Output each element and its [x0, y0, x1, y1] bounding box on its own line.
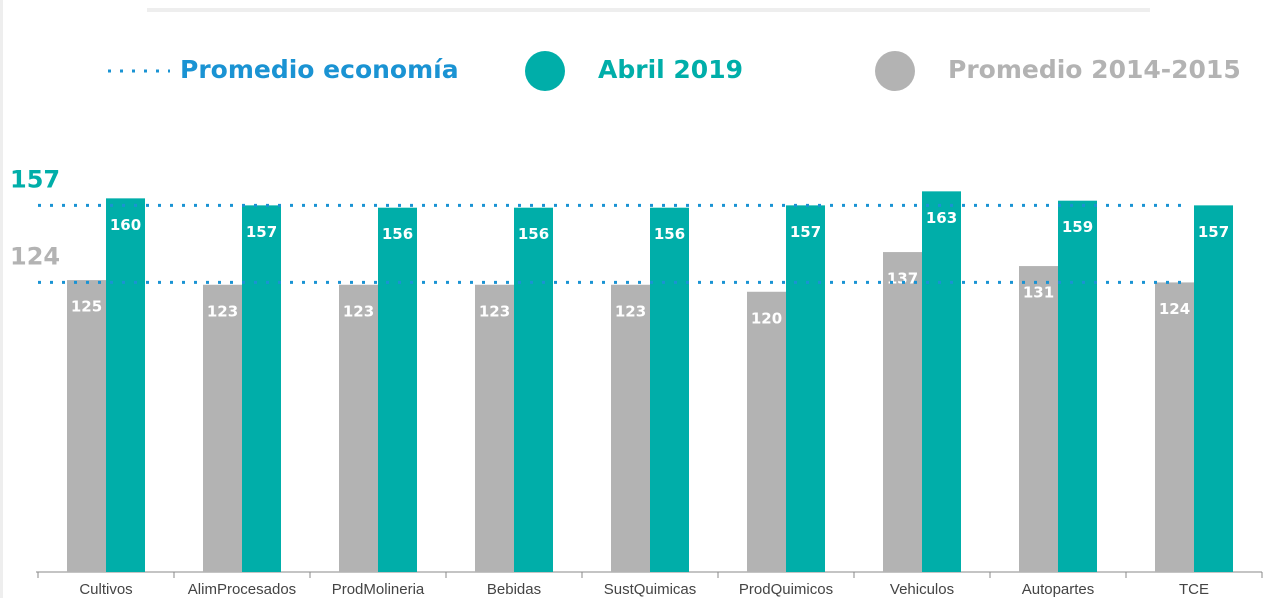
- bar: [475, 284, 514, 572]
- bar: [1155, 282, 1194, 572]
- data-label: 157: [790, 223, 821, 241]
- bar: [786, 205, 825, 572]
- legend-swatch: [525, 51, 565, 91]
- data-label: 120: [751, 309, 782, 327]
- data-label: 123: [207, 302, 238, 320]
- x-tick-label: Cultivos: [79, 581, 132, 598]
- x-tick-label: SustQuimicas: [604, 581, 697, 598]
- legend-swatch: [875, 51, 915, 91]
- bar: [1019, 266, 1058, 572]
- bar: [203, 284, 242, 572]
- bar: [242, 205, 281, 572]
- bar: [747, 291, 786, 572]
- x-tick-label: Autopartes: [1022, 581, 1095, 598]
- data-label: 123: [343, 302, 374, 320]
- data-label: 125: [71, 298, 102, 316]
- data-label: 123: [615, 302, 646, 320]
- data-label: 131: [1023, 284, 1054, 302]
- bar: [922, 191, 961, 573]
- x-tick-label: TCE: [1179, 581, 1209, 598]
- x-tick-label: ProdQuimicos: [739, 581, 833, 598]
- data-label: 156: [518, 225, 549, 243]
- bar: [1194, 205, 1233, 572]
- legend-label: Abril 2019: [598, 55, 743, 84]
- data-label: 163: [926, 209, 957, 227]
- bar: [1058, 200, 1097, 572]
- x-tick-label: ProdMolineria: [332, 581, 425, 598]
- data-label: 157: [1198, 223, 1229, 241]
- bar: [378, 207, 417, 572]
- reference-label: 124: [10, 242, 60, 270]
- bar: [611, 284, 650, 572]
- x-tick-label: Vehiculos: [890, 581, 954, 598]
- data-label: 156: [654, 225, 685, 243]
- data-label: 157: [246, 223, 277, 241]
- bar: [67, 280, 106, 572]
- bar: [339, 284, 378, 572]
- data-label: 123: [479, 302, 510, 320]
- legend-label: Promedio economía: [180, 55, 459, 84]
- x-tick-label: Bebidas: [487, 581, 541, 598]
- bar: [106, 198, 145, 572]
- reference-label: 157: [10, 165, 60, 193]
- bar: [514, 207, 553, 572]
- data-label: 160: [110, 216, 141, 234]
- bar: [883, 252, 922, 573]
- data-label: 159: [1062, 218, 1093, 236]
- legend-label: Promedio 2014-2015: [948, 55, 1241, 84]
- data-label: 137: [887, 270, 918, 288]
- data-label: 156: [382, 225, 413, 243]
- x-tick-label: AlimProcesados: [188, 581, 296, 598]
- data-label: 124: [1159, 300, 1190, 318]
- bar: [650, 207, 689, 572]
